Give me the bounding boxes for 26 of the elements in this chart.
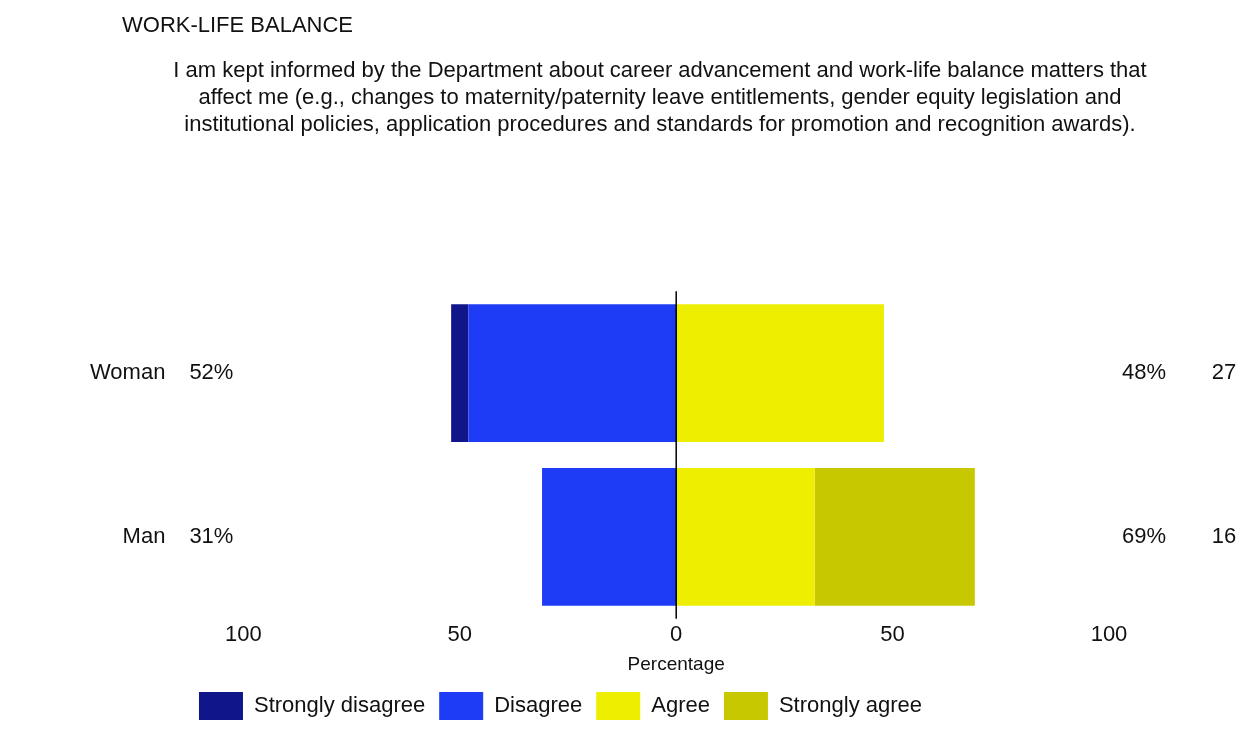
bar bbox=[468, 304, 677, 442]
chart-subtitle: I am kept informed by the Department about career advancement and work-life balance matters that affect me (e.g., changes to maternity/paternity leave entitlements, gender equity legislation and institutional policies, application procedures and standards for promotion and recognition awards). bbox=[172, 56, 1148, 137]
text: 31% bbox=[189, 522, 234, 548]
legend-label: Agree bbox=[651, 692, 710, 718]
bar bbox=[451, 304, 469, 442]
y-tick-label: Man bbox=[122, 522, 166, 548]
text: 27 bbox=[1211, 359, 1237, 385]
x-tick-label: 0 bbox=[670, 621, 683, 647]
bar bbox=[542, 468, 677, 606]
chart-title: WORK-LIFE BALANCE bbox=[122, 12, 354, 38]
text: 16 bbox=[1211, 522, 1237, 548]
text: 52% bbox=[189, 359, 234, 385]
bar bbox=[676, 468, 815, 606]
x-axis-title: Percentage bbox=[627, 652, 725, 674]
legend-label: Disagree bbox=[494, 692, 583, 718]
x-tick-label: 100 bbox=[225, 621, 262, 647]
text: 69% bbox=[1121, 522, 1167, 548]
y-tick-label: Woman bbox=[89, 359, 166, 385]
x-tick-label: 50 bbox=[880, 621, 905, 647]
legend-label: Strongly agree bbox=[778, 692, 923, 718]
x-tick-label: 100 bbox=[1090, 621, 1128, 647]
bar bbox=[814, 468, 975, 606]
bar bbox=[676, 304, 884, 442]
legend-label: Strongly disagree bbox=[253, 692, 426, 718]
x-tick-label: 50 bbox=[447, 621, 473, 647]
text: 48% bbox=[1121, 359, 1167, 385]
